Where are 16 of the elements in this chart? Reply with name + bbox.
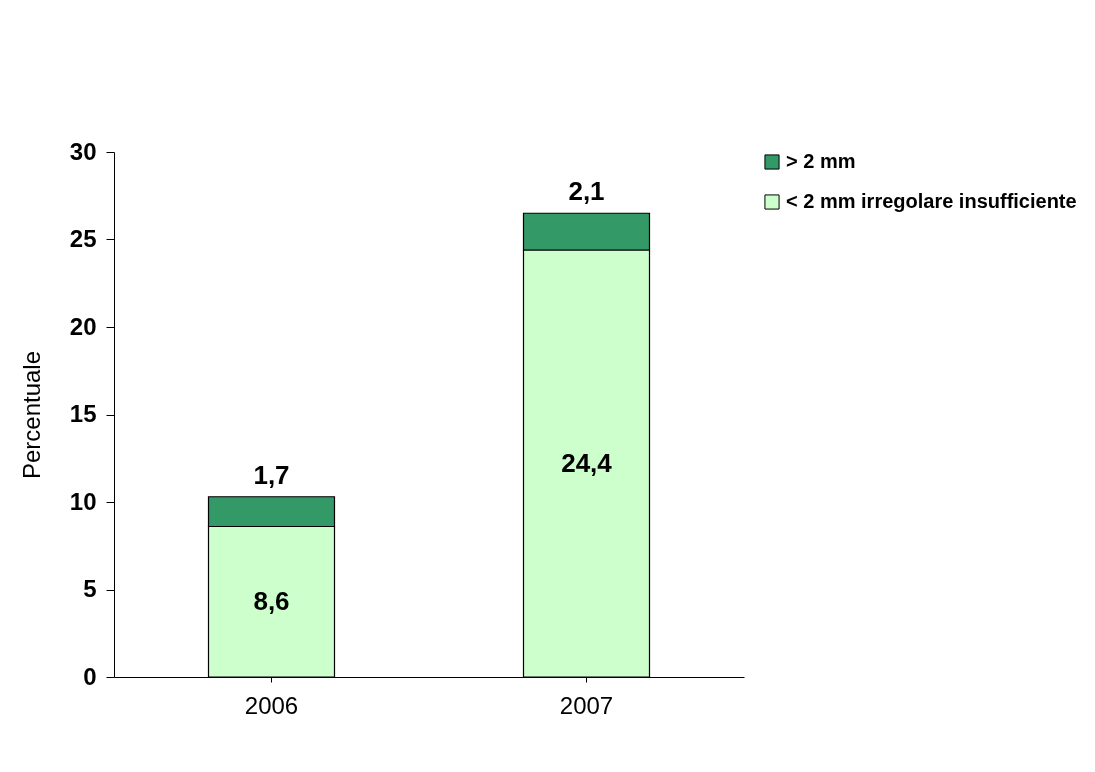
data-label: 8,6 [253,585,290,616]
data-label: 24,4 [561,447,613,478]
y-tick-label: 30 [69,137,97,165]
y-tick-label: 15 [69,400,97,427]
y-tick-label: 20 [69,312,97,340]
data-label: 2,1 [568,176,605,207]
y-tick-label: 25 [69,225,97,252]
y-tick-label: 10 [69,487,97,515]
y-tick-label: 5 [83,575,97,602]
x-tick-label: 2006 [244,691,299,719]
legend-label: < 2 mm irregolare insufficiente [786,190,1077,212]
x-tick-label: 2007 [559,691,614,719]
legend-label: > 2 mm [786,150,856,172]
data-label: 1,7 [253,459,290,490]
y-tick-label: 0 [83,662,97,690]
y-axis-title: Percentuale [17,350,45,480]
